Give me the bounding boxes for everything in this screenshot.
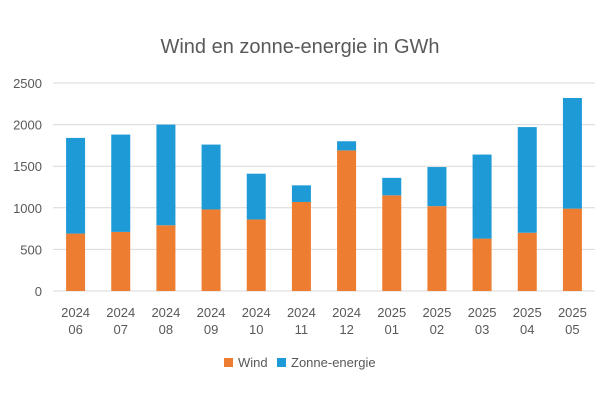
bar-wind [562,208,582,291]
x-tick-label: 2025 [513,305,542,320]
bar-zonne-energie [337,141,357,151]
bar-zonne-energie [201,144,221,210]
bar-wind [382,195,402,291]
bar-zonne-energie [517,127,537,233]
x-tick-label: 11 [295,322,309,337]
bar-wind [291,201,311,291]
bar-wind [246,219,266,291]
x-tick-label: 2024 [242,305,271,320]
bar-zonne-energie [562,97,582,209]
x-tick-label: 03 [475,322,489,337]
legend-label: Wind [238,355,268,370]
x-tick-label: 2024 [151,305,180,320]
bar-wind [111,231,131,291]
bar-zonne-energie [66,137,86,234]
bars [66,97,582,291]
y-tick-label: 2000 [13,118,42,133]
bar-zonne-energie [427,167,447,207]
x-tick-label: 08 [159,322,173,337]
x-tick-label: 04 [520,322,534,337]
bar-wind [337,150,357,291]
x-tick-label: 07 [114,322,128,337]
x-tick-label: 05 [565,322,579,337]
legend-swatch [277,358,286,367]
y-tick-label: 1000 [13,201,42,216]
bar-wind [66,233,86,291]
bar-zonne-energie [156,124,176,226]
bar-zonne-energie [291,185,311,202]
bar-wind [156,225,176,291]
legend-swatch [224,358,233,367]
legend-label: Zonne-energie [291,355,376,370]
bar-zonne-energie [246,173,266,220]
gridlines [53,82,595,292]
bar-wind [427,206,447,291]
x-tick-label: 2024 [61,305,90,320]
x-tick-label: 01 [385,322,399,337]
x-tick-label: 02 [430,322,444,337]
x-tick-label: 2025 [422,305,451,320]
x-axis-ticks: 2024 06 2024 07 2024 08 2024 09 2024 10 2024 11 2024… [61,305,587,337]
bar-zonne-energie [382,177,402,196]
y-tick-label: 1500 [13,159,42,174]
bar-wind [517,232,537,291]
bar-zonne-energie [472,154,492,239]
x-tick-label: 2024 [106,305,135,320]
x-tick-label: 12 [339,322,353,337]
bar-wind [201,209,221,291]
bar-zonne-energie [111,134,131,232]
x-tick-label: 2025 [377,305,406,320]
x-tick-label: 2024 [197,305,226,320]
y-tick-label: 2500 [13,76,42,91]
x-tick-label: 2025 [468,305,497,320]
bar-wind [472,238,492,291]
x-tick-label: 10 [249,322,263,337]
y-axis-ticks: 0 500 1000 1500 2000 2500 [13,76,42,299]
x-tick-label: 2025 [558,305,587,320]
x-tick-label: 2024 [332,305,361,320]
x-tick-label: 2024 [287,305,316,320]
legend: Wind Zonne-energie [224,355,376,370]
chart-title: Wind en zonne-energie in GWh [160,36,439,58]
y-tick-label: 500 [20,242,42,257]
x-tick-label: 09 [204,322,218,337]
x-tick-label: 06 [68,322,82,337]
y-tick-label: 0 [35,284,42,299]
